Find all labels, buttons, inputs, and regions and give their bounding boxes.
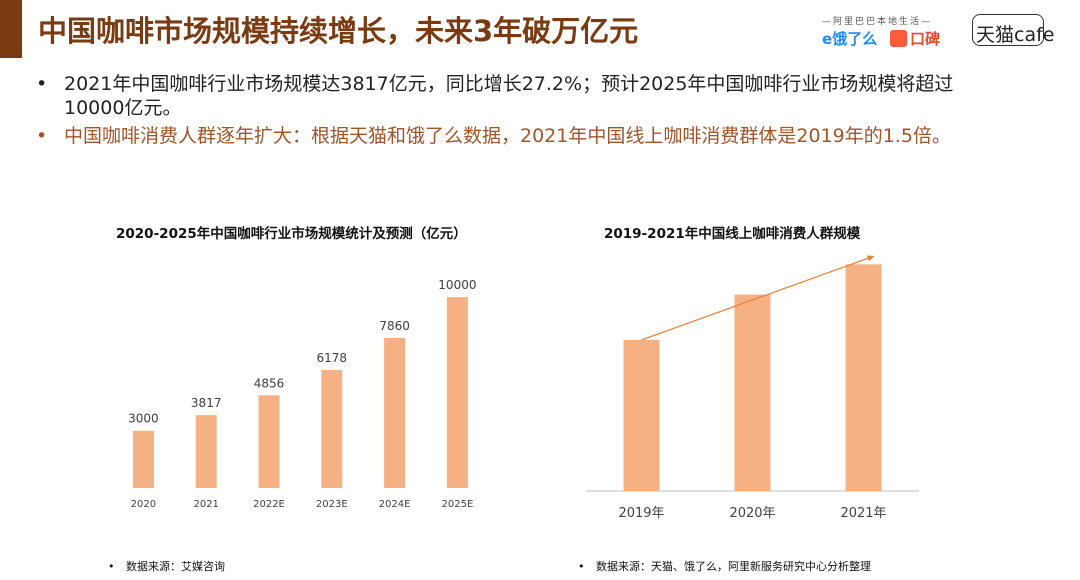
bullet-text: 中国咖啡消费人群逐年扩大：根据天猫和饿了么数据，2021年中国线上咖啡消费群体是… <box>64 125 951 147</box>
bullet-dot: • <box>36 125 48 147</box>
chart2-bar-0 <box>623 339 660 491</box>
chart2-title: 2019-2021年中国线上咖啡消费人群规模 <box>604 226 861 242</box>
chart1-data-label: 3000 <box>128 412 159 426</box>
chart1-x-tick-label: 2024E <box>379 499 411 510</box>
koubei-logo-icon <box>890 30 907 47</box>
bullet-market-size: • 2021年中国咖啡行业市场规模达3817亿元，同比增长27.2%；预计202… <box>36 72 956 120</box>
chart2-trend-arrow <box>641 255 875 341</box>
chart2-bar-2 <box>845 264 882 491</box>
chart1-x-tick-label: 2022E <box>253 499 285 510</box>
title-accent-bar <box>0 0 22 58</box>
chart1-bar-2022e <box>258 395 280 488</box>
tmall-cafe-logo: 天猫cafe <box>976 24 1055 46</box>
chart1-data-label: 6178 <box>317 351 348 365</box>
eleme-logo: e饿了么 <box>822 30 878 48</box>
chart1-bar-2024e <box>384 337 406 488</box>
footnote-bullet: • <box>578 560 585 573</box>
partner-logos: —阿里巴巴本地生活— e饿了么 口碑 天猫cafe <box>806 6 1076 52</box>
chart1-bar-2025e <box>446 297 468 488</box>
chart1-data-label: 4856 <box>254 376 285 390</box>
alibaba-local-life-tagline: —阿里巴巴本地生活— <box>822 17 933 27</box>
footnote-bullet: • <box>108 560 115 573</box>
eleme-logo-text: 饿了么 <box>832 30 878 48</box>
chart2-x-tick-label: 2019年 <box>618 506 664 521</box>
chart1-source-text: 数据来源：艾媒咨询 <box>126 560 225 573</box>
chart1-x-tick-label: 2020 <box>131 499 156 510</box>
chart1-data-label: 3817 <box>191 396 222 410</box>
summary-bullets: • 2021年中国咖啡行业市场规模达3817亿元，同比增长27.2%；预计202… <box>36 72 956 152</box>
chart1-bar-2020 <box>132 430 154 488</box>
chart1-data-label: 7860 <box>379 319 410 333</box>
koubei-logo: 口碑 <box>910 30 941 48</box>
chart1-x-tick-label: 2023E <box>316 499 348 510</box>
chart1-title: 2020-2025年中国咖啡行业市场规模统计及预测（亿元） <box>116 226 467 242</box>
chart1-x-tick-label: 2021 <box>193 499 218 510</box>
chart2-source-note: • 数据来源：天猫、饿了么，阿里新服务研究中心分析整理 <box>578 558 871 574</box>
chart2-bar-1 <box>734 294 771 491</box>
chart1-bar-2023e <box>321 370 343 488</box>
chart2-x-tick-label: 2020年 <box>729 506 775 521</box>
chart2-x-tick-label: 2021年 <box>840 506 886 521</box>
chart2-source-text: 数据来源：天猫、饿了么，阿里新服务研究中心分析整理 <box>596 560 871 573</box>
bullet-dot: • <box>36 73 48 95</box>
chart1-data-label: 10000 <box>438 278 476 292</box>
bullet-text: 2021年中国咖啡行业市场规模达3817亿元，同比增长27.2%；预计2025年… <box>64 73 954 119</box>
chart1-source-note: • 数据来源：艾媒咨询 <box>108 558 225 574</box>
page-title: 中国咖啡市场规模持续增长，未来3年破万亿元 <box>38 14 639 48</box>
chart1-x-tick-label: 2025E <box>442 499 474 510</box>
tmall-logo-frame <box>972 14 1044 46</box>
bullet-consumer-growth: • 中国咖啡消费人群逐年扩大：根据天猫和饿了么数据，2021年中国线上咖啡消费群… <box>36 124 956 148</box>
chart1-bar-2021 <box>195 415 217 488</box>
